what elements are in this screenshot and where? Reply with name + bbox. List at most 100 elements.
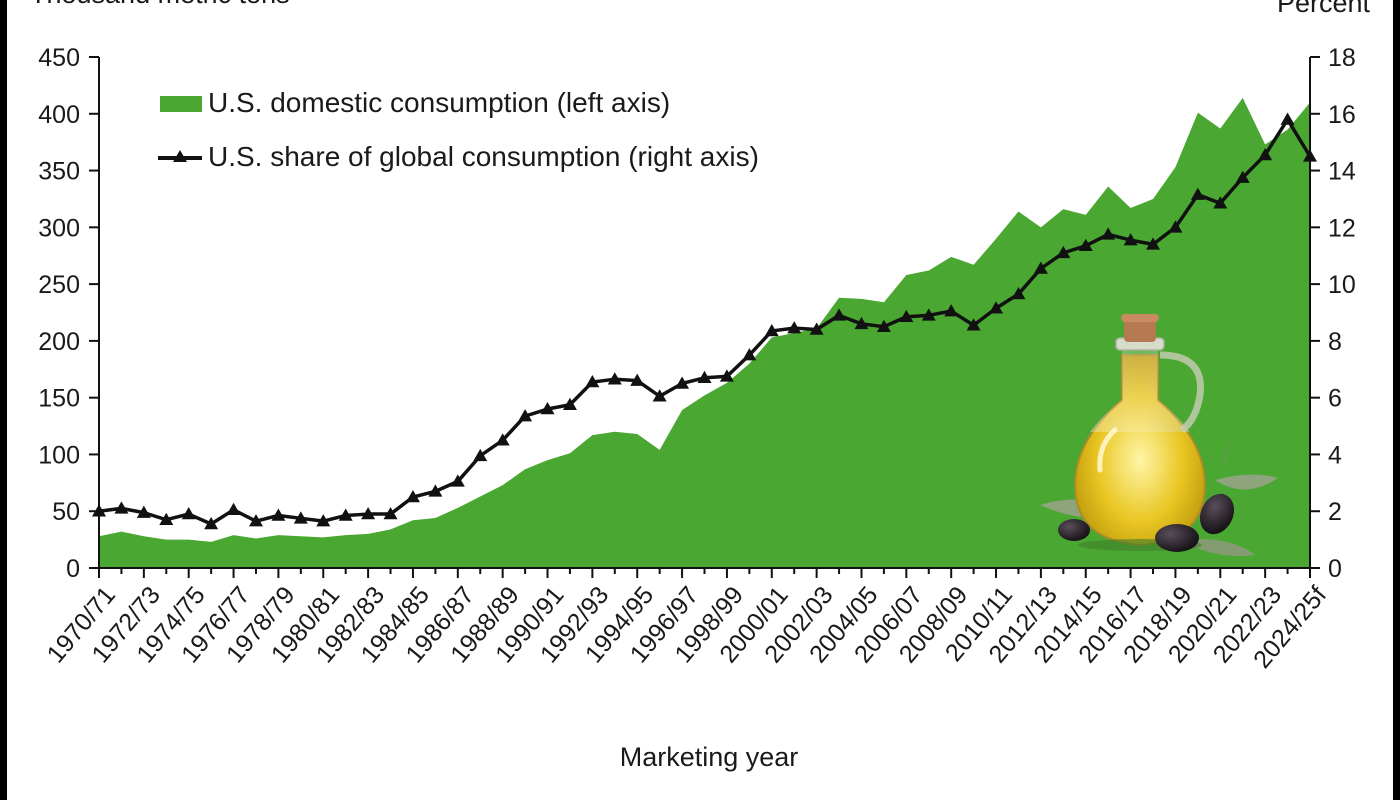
us-share-point <box>607 372 622 385</box>
us-share-point <box>1011 287 1026 300</box>
us-share-point <box>832 308 847 321</box>
domestic-consumption-area <box>99 97 1310 568</box>
us-share-point <box>159 512 174 525</box>
us-share-point <box>854 316 869 330</box>
us-share-point <box>966 318 981 331</box>
us-share-point <box>809 322 824 335</box>
us-share-point <box>562 397 577 411</box>
us-share-point <box>1258 147 1273 161</box>
us-share-point <box>293 511 308 524</box>
legend-area-swatch <box>160 96 202 112</box>
us-share-point <box>383 507 398 520</box>
right-axis-title: Percent <box>1277 0 1371 18</box>
left-tick-label: 250 <box>38 271 80 299</box>
us-share-point <box>787 321 802 334</box>
olive-leaf <box>1215 474 1278 490</box>
us-share-point <box>1168 220 1183 233</box>
us-share-point <box>316 514 331 527</box>
us-share-point <box>764 323 779 337</box>
us-share-point <box>944 304 959 317</box>
domestic-consumption-area-layer <box>99 97 1310 568</box>
right-tick-label: 10 <box>1328 271 1356 299</box>
us-share-point <box>697 370 712 384</box>
us-share-point <box>1101 227 1116 240</box>
right-tick-label: 18 <box>1328 44 1356 72</box>
olive <box>1155 524 1199 552</box>
left-tick-label: 350 <box>38 158 80 186</box>
legend-label-domestic-consumption: U.S. domestic consumption (left axis) <box>208 87 670 118</box>
x-axis-title: Marketing year <box>620 742 799 772</box>
left-tick-label: 100 <box>38 441 80 469</box>
us-share-point <box>338 508 353 521</box>
left-tick-label: 400 <box>38 101 80 129</box>
right-tick-label: 16 <box>1328 101 1356 129</box>
us-share-point <box>405 490 420 503</box>
us-share-point <box>495 433 510 446</box>
us-share-point <box>271 508 286 521</box>
jar-cork-top <box>1121 314 1159 322</box>
us-share-point <box>518 409 533 422</box>
share-line-layer <box>92 112 1317 530</box>
left-axis-title: Thousand metric tons <box>30 0 290 9</box>
us-share-point <box>136 505 151 518</box>
us-share-point <box>181 507 196 520</box>
us-share-point <box>989 301 1004 314</box>
us-share-point <box>361 507 376 520</box>
us-share-point <box>1056 245 1071 259</box>
us-share-point <box>630 373 645 386</box>
olive-leaf <box>1223 441 1231 466</box>
olive <box>1058 519 1090 541</box>
left-tick-label: 300 <box>38 214 80 242</box>
us-share-point <box>742 348 757 361</box>
right-tick-label: 12 <box>1328 214 1356 242</box>
legend: U.S. domestic consumption (left axis) U.… <box>158 87 759 172</box>
us-share-point <box>719 369 734 382</box>
left-tick-label: 150 <box>38 385 80 413</box>
us-share-point <box>204 516 219 530</box>
jar-cork <box>1124 316 1156 342</box>
us-share-point <box>1303 149 1317 162</box>
us-share-point <box>1280 112 1295 125</box>
us-share-point <box>675 376 690 389</box>
us-share-point <box>652 389 667 402</box>
right-tick-label: 2 <box>1328 498 1342 526</box>
us-share-point <box>585 375 600 388</box>
jar-glass-neck <box>1090 340 1190 432</box>
us-share-point <box>1033 261 1048 274</box>
us-share-point <box>114 501 129 514</box>
us-share-point <box>876 319 891 332</box>
jar-handle <box>1159 351 1204 433</box>
right-tick-label: 8 <box>1328 328 1342 356</box>
us-share-point <box>428 484 443 497</box>
us-share-point <box>1213 196 1228 209</box>
left-tick-label: 50 <box>52 498 80 526</box>
left-tick-label: 450 <box>38 44 80 72</box>
us-share-point <box>899 309 914 323</box>
right-tick-label: 0 <box>1328 555 1342 583</box>
jar-highlight <box>1097 427 1118 473</box>
olive <box>1199 493 1235 535</box>
us-share-point <box>1123 233 1138 246</box>
us-share-point <box>450 474 465 487</box>
us-share-point <box>540 402 555 415</box>
right-tick-label: 14 <box>1328 158 1356 186</box>
right-tick-label: 4 <box>1328 441 1342 469</box>
us-share-point <box>92 504 106 517</box>
frame-right-border <box>1393 0 1400 800</box>
us-share-point <box>226 502 241 516</box>
legend-triangle-marker <box>173 150 187 162</box>
us-share-point <box>473 448 488 462</box>
right-tick-label: 6 <box>1328 385 1342 413</box>
frame-left-border <box>0 0 7 800</box>
us-share-point <box>1078 238 1093 252</box>
legend-label-us-share: U.S. share of global consumption (right … <box>208 141 759 172</box>
us-share-point <box>1235 170 1250 183</box>
olive-oil-jar-illustration <box>1040 314 1278 556</box>
us-share-point <box>248 514 263 527</box>
us-share-point <box>921 308 936 321</box>
left-tick-label: 200 <box>38 328 80 356</box>
us-share-point <box>1146 237 1161 250</box>
us-share-point <box>1190 187 1205 200</box>
left-tick-label: 0 <box>66 555 80 583</box>
